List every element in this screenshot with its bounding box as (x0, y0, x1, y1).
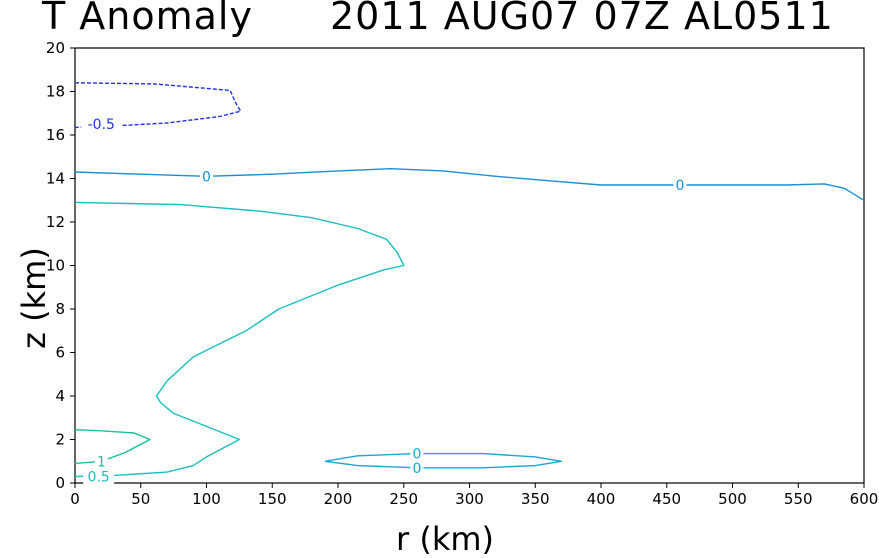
contour-line (324, 452, 563, 469)
contour-line (74, 168, 865, 201)
contour-label-bg (94, 453, 108, 470)
chart-title-left: T Anomaly (42, 0, 253, 38)
x-tick-label: 550 (784, 490, 813, 508)
chart-title-right: 2011 AUG07 07Z AL0511 (330, 0, 834, 38)
x-tick-label: 200 (324, 490, 353, 508)
contour-label: 0 (412, 461, 421, 477)
plot-frame (74, 47, 865, 484)
x-axis-label: r (km) (396, 520, 494, 558)
y-tick-label: 14 (46, 170, 65, 188)
y-tick-label: 20 (46, 39, 65, 57)
contour-label-bg (410, 459, 424, 476)
x-tick-label: 250 (389, 490, 418, 508)
contour-label-bg (200, 168, 213, 185)
x-tick-label: 600 (850, 490, 879, 508)
contour-label-bg (410, 445, 424, 462)
y-axis-label: z (km) (15, 247, 53, 349)
contour-label: 0 (675, 178, 684, 194)
y-tick-label: 16 (46, 126, 65, 144)
contour-line (74, 82, 242, 129)
x-tick-label: 400 (587, 490, 616, 508)
contour-label: 0 (202, 169, 211, 185)
y-tick-label: 18 (46, 83, 65, 101)
y-tick-label: 10 (46, 257, 65, 275)
y-tick-label: 0 (55, 474, 65, 492)
contour-label: 0.5 (88, 469, 110, 485)
x-tick-label: 50 (131, 490, 150, 508)
x-tick-label: 350 (521, 490, 550, 508)
y-tick-label: 12 (46, 213, 65, 231)
x-tick-label: 500 (718, 490, 747, 508)
contour-line (74, 201, 405, 478)
x-tick-label: 300 (455, 490, 484, 508)
y-tick-label: 4 (55, 387, 65, 405)
contour-line (74, 429, 151, 465)
y-tick-label: 2 (55, 431, 65, 449)
y-tick-label: 8 (55, 300, 65, 318)
x-tick-label: 450 (652, 490, 681, 508)
x-tick-label: 100 (192, 490, 221, 508)
y-tick-label: 6 (55, 344, 65, 362)
contour-label: 1 (97, 454, 106, 470)
contour-label: -0.5 (88, 117, 115, 133)
x-tick-label: 0 (70, 490, 80, 508)
contour-label-bg (83, 468, 115, 485)
contour-label-bg (673, 177, 687, 194)
contour-label-bg (81, 116, 122, 133)
x-tick-label: 150 (258, 490, 287, 508)
contour-label: 0 (412, 447, 421, 463)
